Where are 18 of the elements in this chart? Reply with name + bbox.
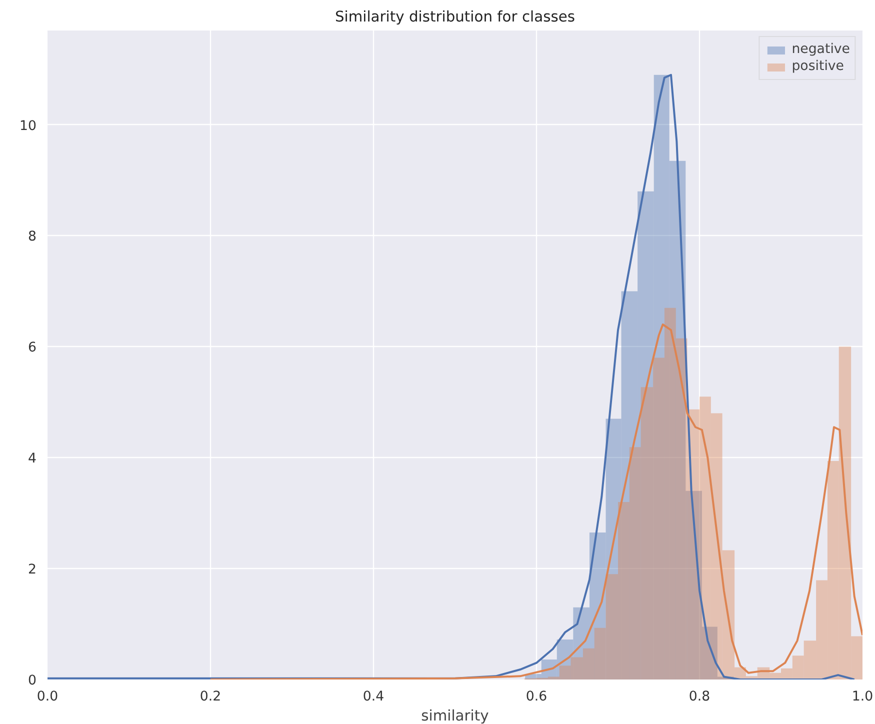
x-tick-label: 0.8 [688,690,710,704]
line-series [48,74,856,680]
x-tick-label: 0.4 [362,690,384,704]
y-tick-label: 2 [28,562,37,578]
x-tick-label: 1.0 [852,690,874,704]
y-tick-label: 6 [28,340,37,356]
legend-label: negative [792,42,850,57]
y-tick-label: 8 [28,230,37,245]
x-axis-title: similarity [421,708,490,724]
y-tick-label: 4 [28,452,37,467]
y-tick-label: 0 [28,674,37,688]
x-tick-label: 0.0 [36,690,58,704]
line-series [210,323,862,680]
y-tick-label: 10 [20,118,37,134]
legend-label: positive [792,59,844,74]
x-tick-label: 0.6 [526,690,548,704]
chart-title: Similarity distribution for classes [335,8,575,26]
x-tick-label: 0.2 [200,690,222,704]
